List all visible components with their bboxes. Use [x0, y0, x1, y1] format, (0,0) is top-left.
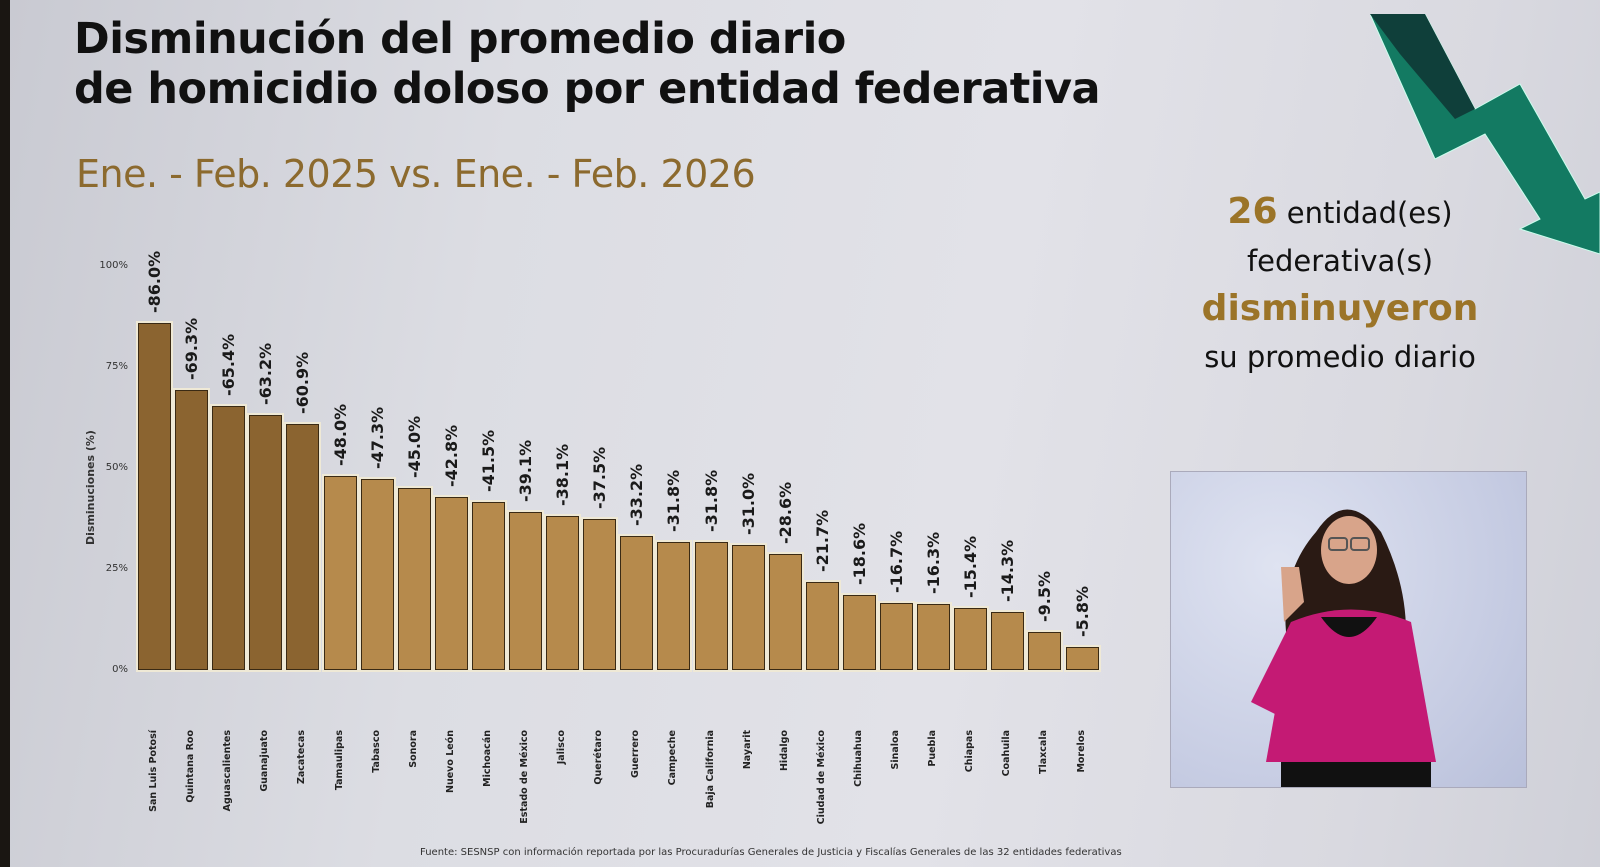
y-tick-label: 100% — [99, 260, 128, 271]
bar — [583, 518, 617, 670]
bar — [286, 423, 320, 670]
bar — [546, 516, 580, 670]
y-tick-label: 25% — [105, 563, 128, 574]
bar-value-label: -38.1% — [553, 443, 573, 507]
bar — [138, 322, 171, 670]
bar-value-label: -28.6% — [775, 482, 795, 545]
category-label: Michoacán — [481, 730, 493, 787]
category-label: Chihuahua — [852, 730, 864, 787]
category-label: San Luis Potosí — [148, 730, 159, 812]
bar — [731, 544, 765, 670]
bar — [657, 541, 691, 670]
bar-value-label: -31.0% — [738, 472, 758, 535]
bar-value-label: -45.0% — [404, 416, 424, 479]
bar-value-label: -69.3% — [182, 317, 202, 381]
category-label: Sinaloa — [890, 730, 901, 770]
bar — [880, 602, 913, 670]
bar-value-label: -41.5% — [478, 430, 498, 493]
bar — [434, 497, 468, 670]
category-label: Campeche — [667, 730, 679, 786]
bar — [175, 390, 209, 670]
bar-value-label: -48.0% — [330, 403, 350, 467]
summary-callout: 26 entidad(es) federativa(s) disminuyero… — [1190, 188, 1490, 381]
bar-value-label: -5.8% — [1072, 585, 1092, 637]
bar — [360, 478, 394, 670]
bar-value-label: -37.5% — [590, 446, 610, 509]
bar-value-label: -16.7% — [887, 530, 906, 593]
slide-title: Disminución del promedio diario de homic… — [74, 14, 1101, 114]
bar-value-label: -63.2% — [256, 342, 276, 405]
bar-value-label: -21.7% — [812, 510, 832, 573]
category-label: Tamaulipas — [333, 730, 345, 791]
bar-value-label: -31.8% — [664, 469, 684, 532]
bar-value-label: -39.1% — [516, 439, 535, 503]
y-tick-label: 75% — [105, 361, 128, 372]
bar — [694, 541, 728, 670]
category-label: Sonora — [407, 730, 419, 768]
bar — [842, 594, 876, 670]
bar-value-label: -47.3% — [367, 406, 387, 469]
category-label: Ciudad de México — [815, 730, 827, 825]
category-label: Estado de México — [519, 730, 530, 824]
category-label: Nayarit — [741, 730, 753, 770]
slide-subtitle: Ene. - Feb. 2025 vs. Ene. - Feb. 2026 — [76, 152, 756, 196]
bar-value-label: -14.3% — [998, 540, 1018, 603]
bar — [212, 405, 246, 670]
bar — [1065, 646, 1099, 670]
callout-text-2: federativa(s) — [1246, 244, 1434, 278]
bar — [471, 502, 505, 670]
title-line-2: de homicidio doloso por entidad federati… — [74, 64, 1101, 114]
source-footnote: Fuente: SESNSP con información reportada… — [420, 847, 1122, 858]
bar-value-label: -15.4% — [961, 535, 981, 598]
y-tick-label: 50% — [105, 462, 128, 473]
bar — [509, 512, 542, 670]
bar — [397, 488, 431, 670]
callout-verb: disminuyeron — [1201, 288, 1479, 329]
bar — [249, 414, 283, 670]
category-label: Chiapas — [964, 730, 976, 773]
bar — [768, 554, 802, 670]
category-label: Guanajuato — [259, 730, 271, 792]
category-label: Quintana Roo — [185, 730, 197, 803]
category-label: Morelos — [1075, 730, 1087, 773]
callout-text-1: entidad(es) — [1286, 196, 1453, 230]
bar — [805, 582, 839, 670]
category-label: Zacatecas — [296, 730, 308, 785]
bar-value-label: -65.4% — [219, 333, 239, 396]
bar-value-label: -9.5% — [1035, 570, 1055, 622]
bar — [1028, 631, 1062, 670]
bar — [323, 476, 357, 670]
decreased-count: 26 — [1227, 191, 1278, 232]
bar-value-label: -33.2% — [627, 463, 647, 526]
category-label: Nuevo León — [444, 730, 456, 793]
downward-trend-arrow-icon — [1370, 14, 1600, 255]
bar-value-label: -18.6% — [849, 522, 869, 585]
presentation-slide: Disminución del promedio diario de homic… — [10, 0, 1600, 867]
category-label: Aguascalientes — [222, 730, 234, 812]
category-label: Puebla — [927, 730, 939, 767]
bar — [954, 607, 988, 670]
category-label: Tabasco — [370, 730, 382, 773]
category-label: Baja California — [704, 730, 716, 809]
interpreter-figure-icon — [1251, 509, 1436, 787]
title-line-1: Disminución del promedio diario — [74, 14, 846, 64]
category-label: Coahuila — [1001, 730, 1013, 777]
bar-value-label: -31.8% — [701, 469, 721, 532]
y-tick-label: 0% — [112, 664, 128, 675]
sign-language-interpreter-video — [1170, 471, 1527, 788]
bar-value-label: -16.3% — [924, 531, 944, 595]
bar — [917, 604, 951, 670]
bar — [991, 612, 1025, 670]
category-label: Tlaxcala — [1038, 730, 1050, 774]
bar-chart: -86.0% San Luis Potosí -69.3% Quintana Roo -… — [10, 0, 1130, 867]
bar-value-label: -60.9% — [293, 351, 313, 414]
callout-text-4: su promedio diario — [1204, 340, 1476, 374]
category-label: Guerrero — [630, 730, 642, 779]
bar-value-label: -86.0% — [145, 250, 164, 313]
bar-value-label: -42.8% — [441, 424, 461, 488]
bar — [620, 535, 654, 670]
category-label: Hidalgo — [778, 730, 790, 772]
category-label: Querétaro — [593, 730, 605, 785]
category-label: Jalisco — [556, 730, 568, 765]
